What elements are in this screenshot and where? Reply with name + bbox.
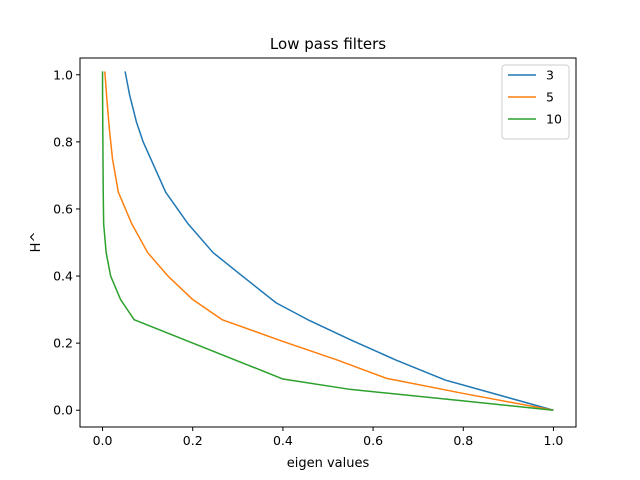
x-tick-label: 0.0 bbox=[93, 433, 113, 448]
legend-label-5: 5 bbox=[546, 90, 554, 105]
y-tick-label: 1.0 bbox=[53, 67, 73, 82]
legend-label-10: 10 bbox=[546, 112, 562, 127]
axes-frame bbox=[79, 57, 577, 428]
series-line-3 bbox=[124, 71, 554, 411]
y-tick-label: 0.4 bbox=[53, 269, 73, 284]
x-axis-label: eigen values bbox=[287, 456, 370, 471]
y-tick-label: 0.2 bbox=[53, 336, 73, 351]
y-axis: 0.0 0.2 0.4 0.6 0.8 1.0 bbox=[53, 67, 80, 418]
y-axis-label: H^ bbox=[29, 232, 44, 253]
y-tick-label: 0.6 bbox=[53, 201, 73, 216]
x-tick-label: 0.2 bbox=[183, 433, 203, 448]
chart-title: Low pass filters bbox=[270, 35, 386, 53]
legend-box bbox=[501, 64, 570, 140]
x-tick-label: 1.0 bbox=[544, 433, 564, 448]
x-axis: 0.0 0.2 0.4 0.6 0.8 1.0 bbox=[93, 427, 564, 448]
x-tick-label: 0.4 bbox=[273, 433, 293, 448]
x-tick-label: 0.8 bbox=[453, 433, 473, 448]
series-line-5 bbox=[104, 71, 554, 411]
series-line-10 bbox=[101, 71, 554, 411]
y-tick-label: 0.0 bbox=[53, 403, 73, 418]
legend-label-3: 3 bbox=[546, 68, 554, 83]
plot-lines bbox=[101, 71, 554, 411]
x-tick-label: 0.6 bbox=[363, 433, 383, 448]
y-tick-label: 0.8 bbox=[53, 134, 73, 149]
legend: 3 5 10 bbox=[501, 64, 570, 140]
